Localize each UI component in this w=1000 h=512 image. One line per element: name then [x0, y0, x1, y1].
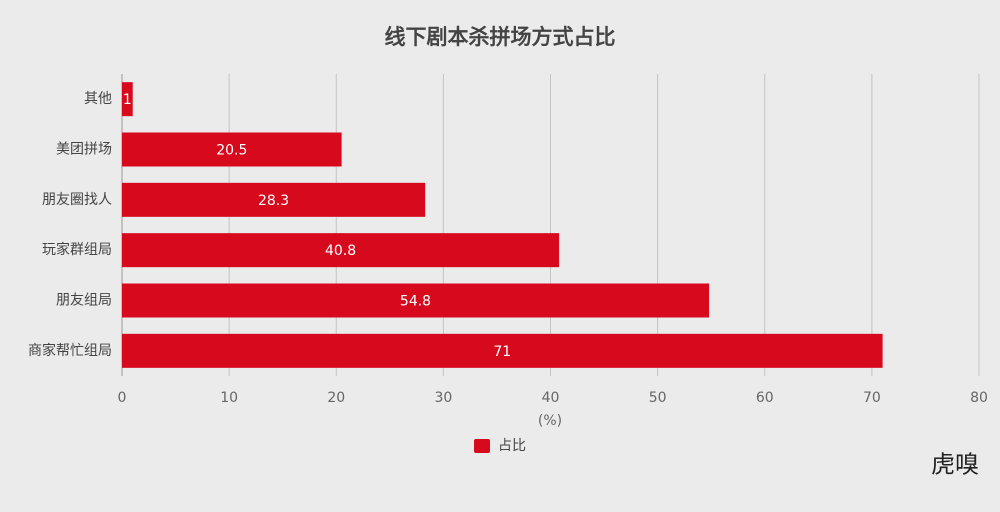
x-tick-label: 50 — [649, 390, 667, 406]
x-tick-label: 40 — [542, 390, 560, 406]
x-tick-label: 80 — [970, 390, 988, 406]
x-tick-label: 60 — [756, 390, 774, 406]
y-tick-label: 朋友圈找人 — [42, 192, 112, 208]
data-label: 54.8 — [400, 294, 431, 310]
y-tick-label: 美团拼场 — [56, 142, 112, 158]
data-label: 20.5 — [216, 143, 247, 159]
data-label: 40.8 — [325, 243, 356, 259]
bar — [122, 333, 883, 368]
bar — [122, 233, 560, 268]
watermark: 虎嗅 — [931, 451, 979, 479]
legend-label: 占比 — [498, 438, 526, 454]
y-tick-label: 朋友组局 — [56, 293, 112, 309]
data-label: 1 — [123, 92, 132, 108]
x-tick-label: 10 — [220, 390, 238, 406]
y-tick-label: 玩家群组局 — [42, 241, 112, 258]
y-tick-label: 商家帮忙组局 — [28, 342, 112, 359]
y-tick-label: 其他 — [84, 91, 112, 107]
bar — [122, 82, 133, 117]
x-tick-label: 30 — [434, 390, 452, 406]
x-tick-label: 20 — [327, 390, 345, 406]
data-label: 71 — [493, 344, 511, 360]
bar — [122, 132, 342, 167]
x-axis-label: (%) — [538, 413, 562, 429]
x-tick-label: 70 — [863, 390, 881, 406]
chart-title: 线下剧本杀拼场方式占比 — [385, 25, 616, 49]
legend-swatch — [474, 439, 490, 453]
bar — [122, 182, 426, 217]
x-tick-label: 0 — [118, 390, 127, 406]
data-label: 28.3 — [258, 193, 289, 209]
bar — [122, 283, 710, 318]
